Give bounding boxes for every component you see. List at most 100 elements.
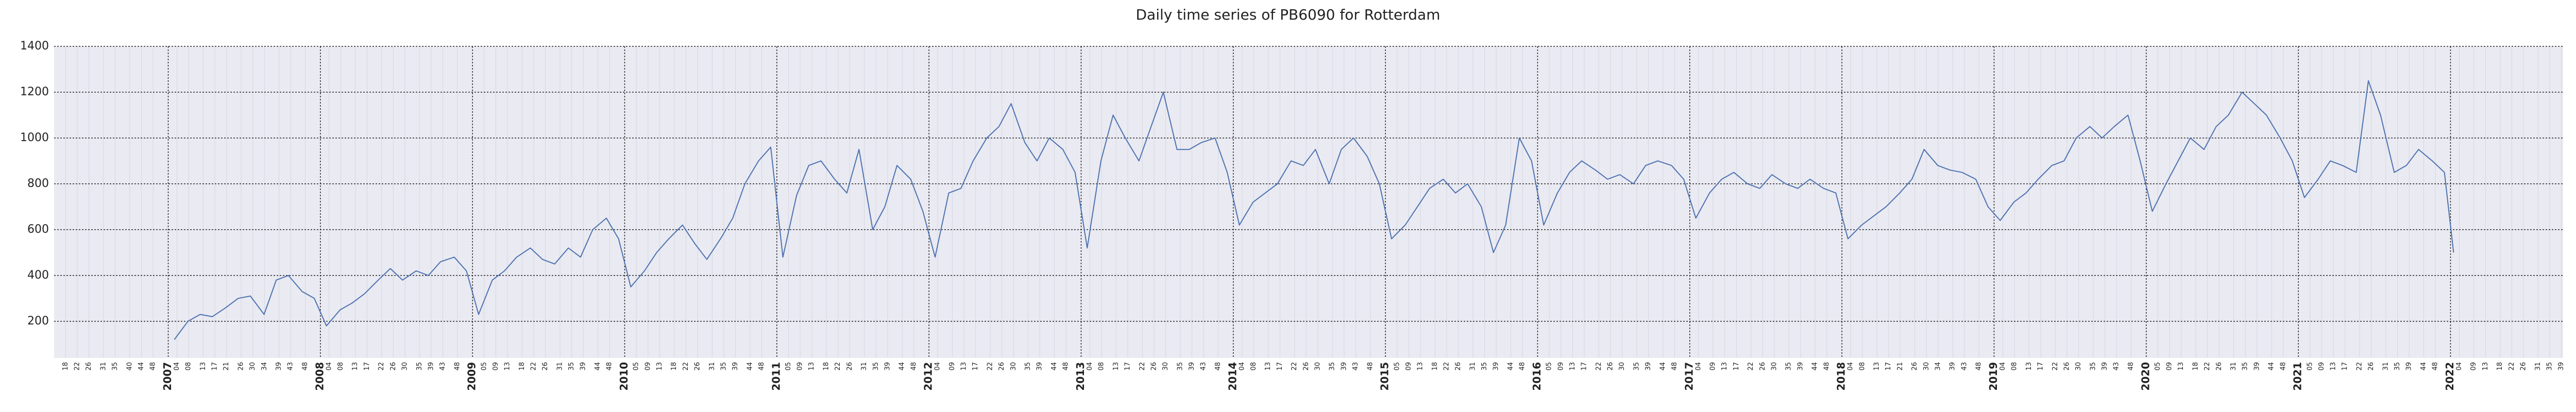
week-tick-label: 43: [1352, 362, 1360, 371]
week-tick-label: 22: [834, 362, 842, 371]
week-tick-label: 35: [416, 362, 423, 371]
week-tick-label: 13: [504, 362, 512, 371]
x-tick-label: 2014: [1226, 362, 1239, 391]
week-tick-label: 05: [785, 362, 792, 371]
y-tick-label: 600: [27, 223, 49, 236]
week-tick-label: 18: [823, 362, 831, 371]
week-tick-label: 13: [2025, 362, 2033, 371]
week-tick-label: 31: [556, 362, 564, 371]
week-tick-label: 39: [1188, 362, 1196, 371]
week-tick-label: 09: [948, 362, 956, 371]
week-tick-label: 39: [1340, 362, 1348, 371]
week-tick-label: 39: [2253, 362, 2261, 371]
week-tick-label: 05: [633, 362, 640, 371]
x-tick-label: 2018: [1835, 362, 1848, 391]
week-tick-label: 48: [2432, 362, 2439, 371]
week-tick-label: 26: [541, 362, 549, 371]
week-tick-label: 31: [2230, 362, 2238, 371]
week-tick-label: 30: [1162, 362, 1170, 371]
week-tick-label: 43: [439, 362, 447, 371]
week-tick-label: 18: [1431, 362, 1439, 371]
week-tick-label: 26: [2215, 362, 2223, 371]
week-tick-label: 26: [1150, 362, 1158, 371]
week-tick-label: 08: [2011, 362, 2019, 371]
week-tick-label: 18: [62, 362, 70, 371]
week-tick-label: 13: [2177, 362, 2185, 371]
plot-area: [54, 46, 2563, 358]
week-tick-label: 09: [796, 362, 804, 371]
week-tick-label: 26: [2367, 362, 2375, 371]
week-tick-label: 44: [2268, 362, 2276, 371]
week-tick-label: 18: [2192, 362, 2200, 371]
week-tick-label: 44: [138, 362, 145, 371]
x-tick-label: 2010: [618, 362, 630, 391]
week-tick-label: 13: [808, 362, 816, 371]
week-tick-label: 43: [1960, 362, 1968, 371]
week-tick-label: 22: [987, 362, 994, 371]
week-tick-label: 26: [389, 362, 397, 371]
week-tick-label: 34: [1934, 362, 1942, 371]
week-tick-label: 22: [1747, 362, 1755, 371]
week-tick-label: 22: [2204, 362, 2211, 371]
week-tick-label: 26: [1454, 362, 1462, 371]
week-tick-label: 09: [644, 362, 652, 371]
week-tick-label: 13: [1264, 362, 1272, 371]
week-tick-label: 17: [1581, 362, 1588, 371]
x-tick-label: 2015: [1379, 362, 1391, 391]
week-tick-label: 35: [1176, 362, 1184, 371]
week-tick-label: 04: [2455, 362, 2463, 371]
week-tick-label: 13: [656, 362, 664, 371]
week-tick-label: 22: [2052, 362, 2059, 371]
week-tick-label: 08: [337, 362, 345, 371]
week-tick-label: 04: [325, 362, 333, 371]
week-tick-label: 26: [85, 362, 93, 371]
y-tick-label: 400: [27, 269, 49, 282]
week-tick-label: 48: [2279, 362, 2287, 371]
x-tick-label: 2012: [922, 362, 935, 391]
week-tick-label: 04: [1847, 362, 1855, 371]
week-tick-label: 39: [2557, 362, 2565, 371]
week-tick-label: 48: [1366, 362, 1374, 371]
week-tick-label: 22: [2508, 362, 2516, 371]
y-tick-label: 1400: [20, 40, 49, 53]
week-tick-label: 13: [2330, 362, 2337, 371]
week-tick-label: 48: [606, 362, 614, 371]
x-tick-label: 2022: [2444, 362, 2456, 391]
week-tick-label: 48: [149, 362, 157, 371]
week-tick-label: 44: [594, 362, 602, 371]
week-tick-label: 08: [1858, 362, 1866, 371]
week-tick-label: 26: [1302, 362, 1310, 371]
week-tick-label: 39: [580, 362, 587, 371]
week-tick-label: 17: [1885, 362, 1892, 371]
week-tick-label: 08: [185, 362, 193, 371]
x-tick-label: 2016: [1531, 362, 1543, 391]
week-tick-label: 48: [1214, 362, 1222, 371]
x-tick-label: 2009: [466, 362, 478, 391]
x-tick-label: 2020: [2139, 362, 2151, 391]
series-line: [174, 80, 2454, 340]
week-tick-label: 48: [758, 362, 766, 371]
week-tick-label: 39: [1036, 362, 1044, 371]
week-tick-label: 17: [363, 362, 371, 371]
week-tick-label: 30: [1314, 362, 1321, 371]
week-tick-label: 39: [2405, 362, 2413, 371]
week-tick-label: 26: [2063, 362, 2071, 371]
week-tick-label: 31: [99, 362, 107, 371]
week-tick-label: 22: [1443, 362, 1450, 371]
week-tick-label: 44: [1050, 362, 1058, 371]
week-tick-label: 04: [1999, 362, 2007, 371]
week-tick-label: 09: [492, 362, 500, 371]
chart-title: Daily time series of PB6090 for Rotterda…: [1136, 6, 1440, 23]
week-tick-label: 18: [518, 362, 526, 371]
x-tick-label: 2013: [1074, 362, 1087, 391]
week-tick-label: 08: [1098, 362, 1106, 371]
week-tick-label: 30: [401, 362, 409, 371]
week-tick-label: 35: [720, 362, 727, 371]
week-tick-label: 43: [2113, 362, 2121, 371]
week-tick-label: 04: [1086, 362, 1094, 371]
week-tick-label: 30: [2075, 362, 2082, 371]
week-tick-label: 13: [1721, 362, 1728, 371]
week-tick-label: 31: [860, 362, 868, 371]
